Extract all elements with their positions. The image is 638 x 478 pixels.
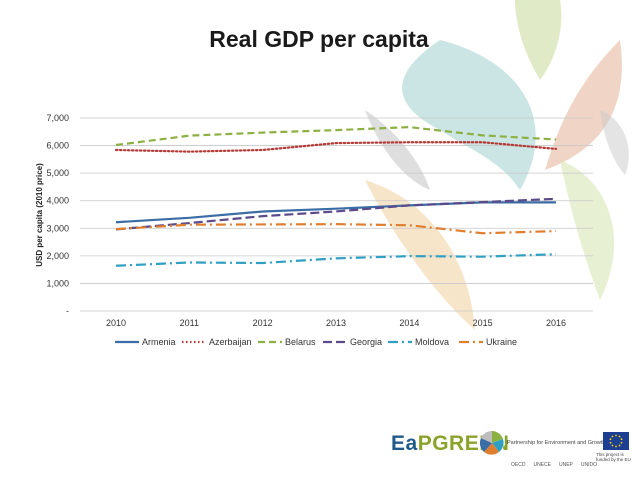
partner-logo-unido: UNIDO bbox=[580, 462, 597, 468]
series-line-armenia bbox=[115, 201, 556, 224]
partner-logo-unece: UNECE bbox=[533, 462, 551, 468]
slide-title: Real GDP per capita bbox=[209, 26, 429, 52]
eu-caption: This project is funded by the EU bbox=[596, 452, 631, 462]
series-line-ukraine bbox=[115, 223, 557, 235]
x-tick-label: 2010 bbox=[106, 318, 126, 328]
leaf-grey-mid bbox=[365, 110, 430, 190]
y-axis-label: USD per capita (2010 price) bbox=[35, 163, 44, 267]
x-tick-label: 2013 bbox=[326, 318, 346, 328]
series-lines bbox=[114, 125, 558, 267]
series-line-belarus bbox=[115, 125, 557, 147]
y-tick-label: 1,000 bbox=[46, 278, 69, 288]
y-tick-label: - bbox=[66, 306, 69, 316]
series-line-georgia bbox=[115, 197, 557, 231]
leaf-green-top bbox=[515, 0, 562, 80]
logo-prefix: Ea bbox=[391, 432, 418, 455]
partnership-text: Partnership for Environment and Growth bbox=[507, 440, 606, 446]
legend-label-belarus: Belarus bbox=[285, 337, 316, 347]
partner-logo-oecd: OECD bbox=[511, 462, 526, 468]
legend-label-azerbaijan: Azerbaijan bbox=[209, 337, 252, 347]
x-tick-label: 2011 bbox=[180, 318, 199, 328]
eu-stars-icon bbox=[609, 434, 623, 448]
y-tick-label: 3,000 bbox=[46, 223, 69, 233]
leaf-grey-right bbox=[600, 110, 629, 175]
y-tick-label: 4,000 bbox=[46, 196, 69, 206]
series-line-azerbaijan bbox=[114, 141, 558, 153]
y-axis-ticks: - 1,000 2,000 3,000 4,000 5,000 6,000 7,000 bbox=[46, 113, 69, 316]
x-tick-label: 2016 bbox=[546, 318, 566, 328]
y-tick-label: 5,000 bbox=[46, 168, 69, 178]
gridlines bbox=[80, 117, 593, 312]
legend: Armenia Azerbaijan Belarus Georgia Moldova Uk… bbox=[115, 337, 517, 347]
x-axis-ticks: 2010 2011 2012 2013 2014 2015 2016 bbox=[106, 318, 566, 328]
series-line-moldova bbox=[115, 253, 557, 267]
x-tick-label: 2012 bbox=[253, 318, 273, 328]
eapgreen-flower-icon bbox=[479, 430, 504, 455]
partner-logos: OECD UNECE UNEP UNIDO bbox=[511, 462, 597, 468]
y-tick-label: 6,000 bbox=[46, 141, 69, 151]
y-tick-label: 2,000 bbox=[46, 251, 69, 261]
x-tick-label: 2014 bbox=[399, 318, 419, 328]
legend-label-armenia: Armenia bbox=[142, 337, 176, 347]
legend-label-georgia: Georgia bbox=[350, 337, 382, 347]
eu-flag-icon bbox=[603, 432, 629, 450]
legend-label-moldova: Moldova bbox=[415, 337, 449, 347]
leaf-orange-mid bbox=[365, 180, 475, 330]
x-tick-label: 2015 bbox=[473, 318, 493, 328]
leaf-green-right bbox=[560, 160, 615, 300]
leaf-teal-large bbox=[402, 40, 536, 190]
partner-logo-unep: UNEP bbox=[558, 462, 573, 468]
leaf-tan-right bbox=[545, 40, 622, 170]
legend-label-ukraine: Ukraine bbox=[486, 337, 517, 347]
y-tick-label: 7,000 bbox=[46, 113, 69, 123]
footer-logos: EaPGREEN Partnership for Environment and… bbox=[385, 428, 635, 474]
